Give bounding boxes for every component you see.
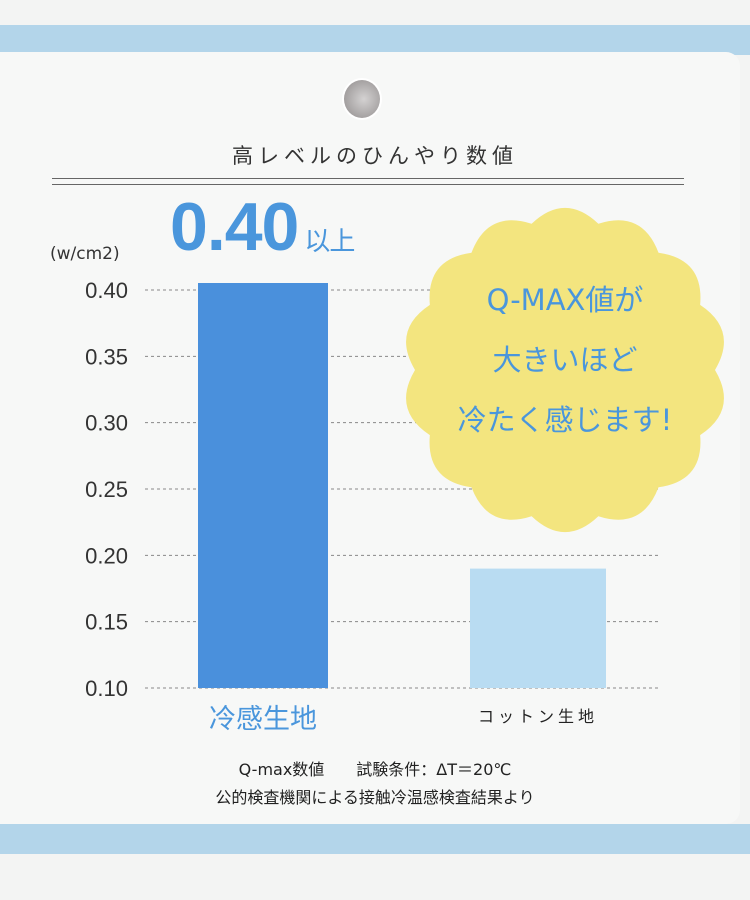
tag-hole bbox=[342, 78, 382, 120]
bar-1 bbox=[198, 283, 328, 688]
title-rule bbox=[52, 178, 684, 179]
bar-2 bbox=[470, 568, 606, 688]
title-rule bbox=[52, 184, 684, 185]
y-tick-label: 0.40 bbox=[85, 278, 128, 303]
bubble-text: 冷たく感じます! bbox=[458, 403, 673, 437]
chart-title: 高レベルのひんやり数値 bbox=[232, 144, 518, 168]
x-category-label: コットン生地 bbox=[478, 707, 598, 726]
y-tick-label: 0.10 bbox=[85, 676, 128, 701]
y-tick-label: 0.20 bbox=[85, 543, 128, 568]
y-tick-label: 0.25 bbox=[85, 477, 128, 502]
y-tick-label: 0.15 bbox=[85, 610, 128, 635]
bottom-band bbox=[0, 824, 750, 854]
footer-source: 公的検査機関による接触冷温感検査結果より bbox=[215, 788, 535, 807]
bubble-text: Q-MAX値が bbox=[487, 283, 644, 317]
y-tick-label: 0.35 bbox=[85, 344, 128, 369]
footer-conditions: Q-max数値 試験条件：ΔT＝20℃ bbox=[238, 760, 512, 779]
speech-bubble bbox=[406, 207, 724, 533]
x-category-label: 冷感生地 bbox=[209, 704, 317, 735]
bubble-text: 大きいほど bbox=[492, 343, 637, 377]
top-band bbox=[0, 25, 750, 55]
highlight-value: 0.40 以上 bbox=[170, 189, 355, 265]
y-axis-unit: (w/cm2) bbox=[50, 244, 120, 264]
y-tick-label: 0.30 bbox=[85, 411, 128, 436]
